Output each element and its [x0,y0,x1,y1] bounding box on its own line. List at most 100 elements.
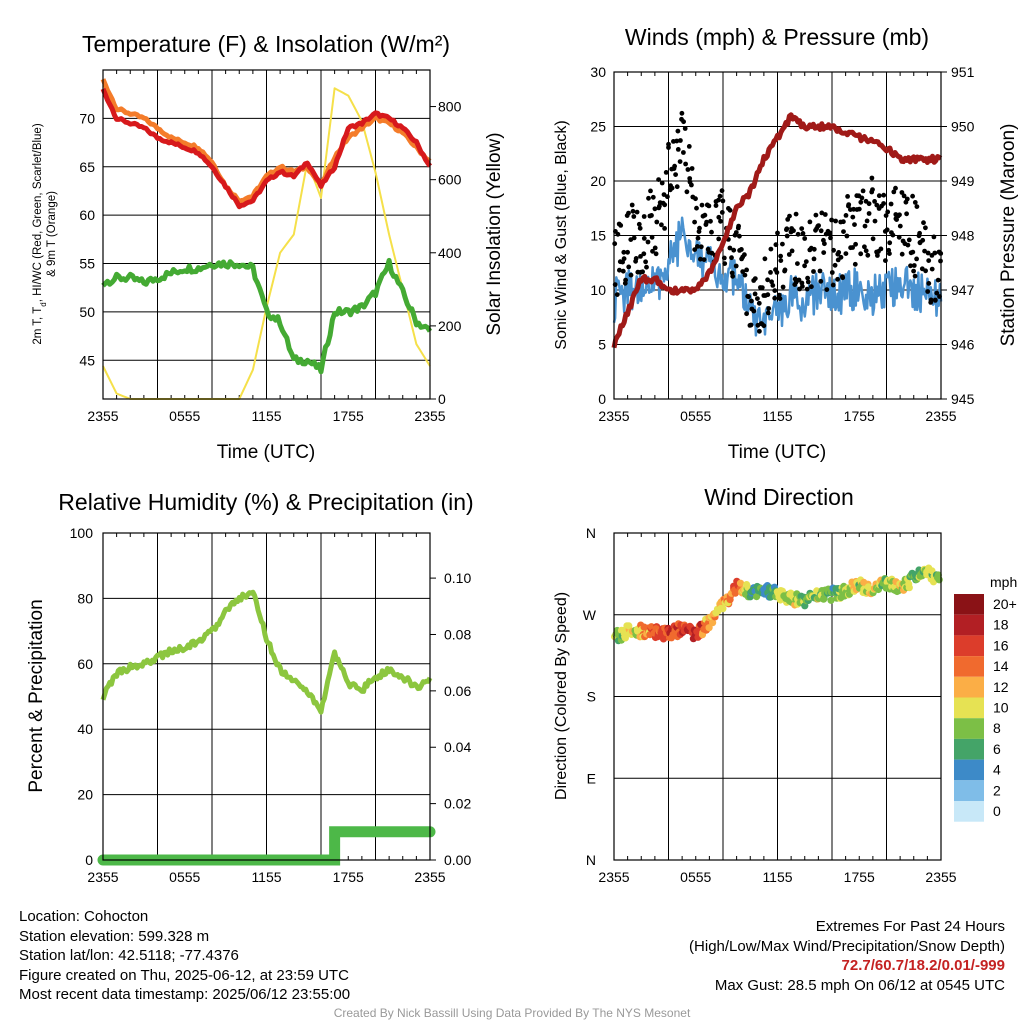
rh-chart-ytick-right: 0.08 [444,626,471,642]
wind-chart-gust-point [923,268,928,274]
wind-chart-gust-point [742,272,748,278]
wind-chart-gust-point [672,163,677,169]
rh-chart-rh-line [100,589,433,715]
wind-chart-gust-point [678,138,683,143]
wind-chart-gust-point [876,193,882,199]
wind-chart-ytick-right: 950 [951,119,975,135]
wind-chart-gust-point [874,202,880,208]
wind-chart-gust-point [845,194,850,199]
wdir-chart-legend-swatch [954,801,984,822]
wind-chart-gust-point [921,220,926,226]
wind-chart-xtick-label: 0555 [680,408,711,424]
wind-chart-gust-point [765,292,771,298]
wind-chart-gust-point [838,254,844,260]
wind-chart-gust-point [843,213,849,218]
wind-chart-gust-point [629,202,635,208]
rh-chart-ytick-right: 0.02 [444,796,471,812]
wind-chart-gust-point [811,246,817,252]
wind-chart-gust-point [864,218,870,224]
wind-chart-gust-point [821,250,827,256]
wind-chart-ytick-right: 949 [951,173,975,189]
wind-chart-xtick-label: 1755 [844,408,875,424]
wind-chart-gust-point [618,223,624,228]
wind-chart-gust-point [784,233,790,239]
wind-chart-gust-point [659,180,665,186]
wdir-chart-xtick-label: 2355 [598,869,629,885]
wind-chart-gust-point [796,277,802,283]
wind-chart-gust-point [652,245,658,251]
wind-chart-gust-point [636,221,642,227]
wind-chart-gust-point [646,195,651,201]
wind-chart-ytick-left: 20 [590,173,606,189]
wind-chart-gust-point [689,166,695,171]
wind-chart-gust-point [687,179,693,185]
wind-chart-gust-point [866,201,872,207]
temp-chart-ylabel-left-line2: & 9m T (Orange) [46,191,58,277]
rh-chart-xtick-label: 1755 [333,869,364,885]
wind-chart-gust-point [894,217,899,223]
station-location: Location: Cohocton [19,908,149,925]
wind-chart-gust-point [769,279,774,285]
wdir-chart-legend-swatch [954,594,984,615]
wind-chart-gust-point [815,223,821,229]
wind-chart-gust-point [731,247,737,253]
wind-chart-gust-point [926,258,932,263]
wind-chart-gust-point [696,229,702,235]
wind-chart-gust-point [811,256,817,262]
wind-chart-gust-point [631,235,637,241]
wind-chart-gust-point [744,311,749,317]
rh-chart-title: Relative Humidity (%) & Precipitation (i… [58,489,473,515]
temp-chart-ylabel-right: Solar Insolation (Yellow) [484,132,505,335]
extremes-values: 72.7/60.7/18.2/0.01/-999 [841,957,1005,974]
wind-chart-gust-point [770,283,776,288]
wind-chart-gust-point [835,276,840,282]
wdir-chart-legend-swatch [954,738,984,760]
temp-chart-ytick-right: 200 [438,318,462,334]
wind-chart-gust-point [878,246,884,252]
wdir-chart-point [905,584,913,592]
wind-chart-gust-point [832,262,838,268]
wind-chart-gust-point [803,259,809,264]
temp-chart-ytick-left: 50 [79,304,95,320]
wind-chart-gust-point [934,290,940,296]
wdir-chart-xtick-label: 1755 [844,869,875,885]
wind-chart-gust-point [682,126,688,131]
wind-chart-gust-point [614,292,620,297]
wdir-chart-point [621,634,630,642]
wind-chart-gust-point [656,177,661,183]
wind-chart-gust-point [768,270,773,275]
rh-chart-axes: 2355 0555 1155 1755 23550204060801000.000.02… [26,489,474,885]
wind-chart-gust-point [872,218,878,224]
rh-chart-xtick-label: 2355 [87,869,118,885]
wdir-chart-legend: mph 20+ 18 16 14 12 10 8 6 4 2 0 [954,574,1017,822]
temp-chart-ytick-right: 0 [438,391,446,407]
wind-chart-gust-point [830,282,836,288]
wind-chart-gust-point [703,222,709,228]
wind-chart-gust-point [695,244,700,249]
wind-chart-gust-point [850,214,856,220]
wind-chart-gust-point [807,219,813,225]
wind-chart-gust-point [912,273,918,279]
wind-chart-gust-point [817,268,823,274]
wind-chart-gust-point [722,261,728,266]
wdir-chart-legend-swatch [954,780,984,801]
wdir-chart-ytick-left: N [586,525,596,541]
wind-chart-gust-point [662,202,668,208]
wind-chart-gust-point [935,277,941,283]
wind-chart-gust-point [674,138,680,144]
wind-chart-gust-point [692,219,697,225]
wdir-chart-legend-label: 14 [993,658,1009,674]
wdir-chart-point [935,576,943,584]
wind-chart-gust-point [645,239,651,245]
wdir-chart-legend-swatch [954,697,984,719]
wind-chart-gust-point [702,212,708,218]
temp-chart-ytick-left: 60 [79,207,95,223]
wind-chart-ylabel-right: Station Pressure (Maroon) [998,124,1019,347]
wind-chart-gust-point [713,203,719,209]
wind-chart-gust-point [885,209,891,215]
wind-chart-gust-point [774,270,780,275]
temp-chart-xtick-label: 1755 [333,408,364,424]
wind-chart-gust-point [701,257,707,262]
wind-chart-gust-point [718,218,723,224]
wind-chart-gust-point [772,295,778,301]
